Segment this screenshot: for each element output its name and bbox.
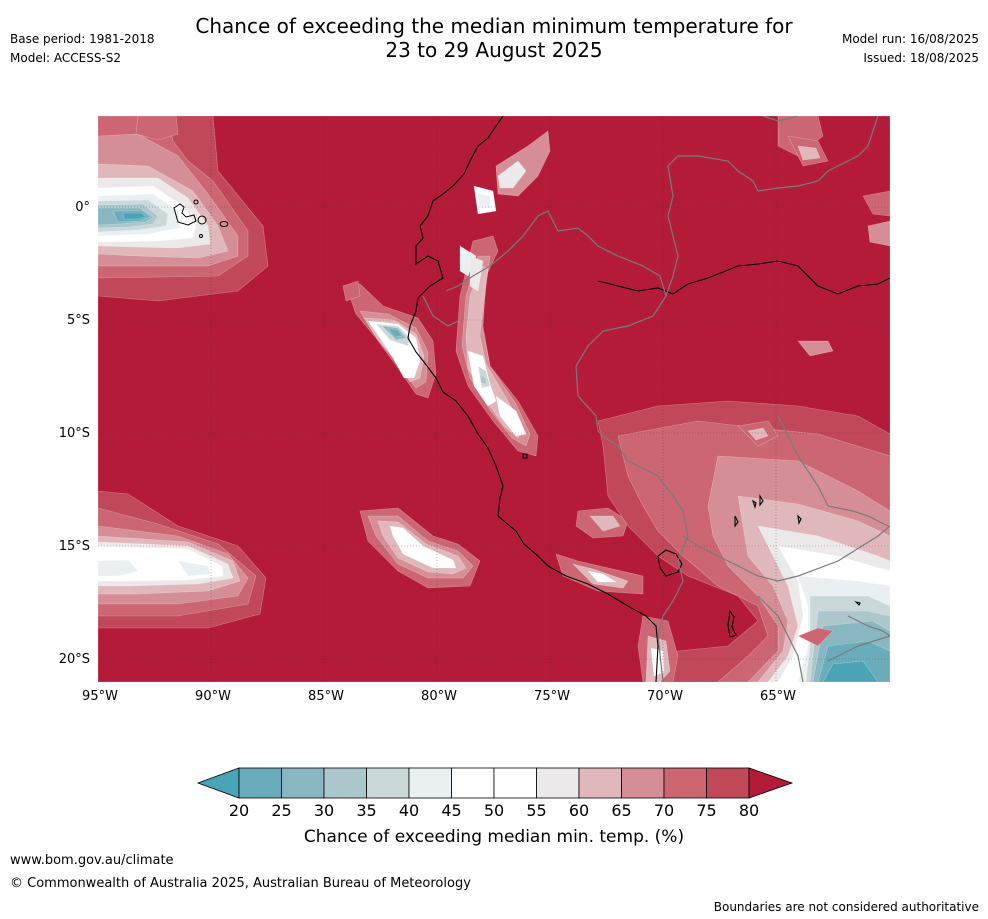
lon-label-75w: 75°W (534, 689, 570, 704)
lon-label-80w: 80°W (421, 689, 457, 704)
copyright-notice: © Commonwealth of Australia 2025, Austra… (10, 876, 471, 891)
colorbar-cell (706, 767, 750, 799)
base-period-label: Base period: 1981-2018 (10, 32, 155, 46)
colorbar-cell (663, 767, 707, 799)
colorbar-tick-label: 40 (398, 801, 420, 820)
lon-label-95w: 95°W (82, 689, 118, 704)
colorbar-tick-label: 70 (653, 801, 675, 820)
lon-label-85w: 85°W (308, 689, 344, 704)
ocean-spot-regions (342, 280, 644, 595)
country-borders (422, 116, 890, 682)
colorbar-cells (196, 767, 794, 799)
colorbar-tick-label: 30 (313, 801, 335, 820)
colorbar-extend-low (196, 767, 240, 799)
colorbar-cell (366, 767, 410, 799)
lat-label-10s: 10°S (58, 426, 90, 441)
model-run-label: Model run: 16/08/2025 (841, 32, 979, 46)
colorbar-tick-label: 25 (271, 801, 292, 820)
lat-label-5s: 5°S (66, 313, 90, 328)
model-label: Model: ACCESS-S2 (10, 51, 122, 65)
issued-label: Issued: 18/08/2025 (863, 51, 979, 65)
northwest-edge-region (135, 116, 179, 141)
northeast-anomaly-region (777, 116, 890, 247)
map-layers (98, 116, 890, 682)
graticule (98, 116, 890, 682)
colorbar-cell (578, 767, 622, 799)
colorbar-cell (323, 767, 367, 799)
colorbar-tick-label: 20 (228, 801, 250, 820)
colorbar-tick-label: 80 (738, 801, 760, 820)
colorbar-cell (408, 767, 452, 799)
colorbar-cell (493, 767, 537, 799)
probability-map (98, 116, 890, 682)
title-line-2: 23 to 29 August 2025 (385, 38, 603, 62)
colorbar-label: Chance of exceeding median min. temp. (%… (303, 827, 685, 847)
colorbar-cell (536, 767, 580, 799)
colorbar-tick-label: 35 (356, 801, 377, 820)
lat-label-20s: 20°S (58, 652, 90, 667)
colorbar-cell (451, 767, 495, 799)
lat-label-15s: 15°S (58, 539, 90, 554)
lon-label-90w: 90°W (195, 689, 231, 704)
colorbar-cell (621, 767, 665, 799)
colorbar-tick-label: 75 (696, 801, 717, 820)
title-line-1: Chance of exceeding the median minimum t… (195, 14, 793, 38)
colorbar-tick-label: 50 (483, 801, 505, 820)
galapagos-anomaly-region (98, 116, 269, 302)
map-title: Chance of exceeding the median minimum t… (0, 14, 988, 62)
southwest-anomaly-region (98, 490, 267, 629)
lat-label-0: 0° (75, 200, 90, 215)
boundaries-disclaimer: Boundaries are not considered authoritat… (713, 900, 979, 914)
colorbar-tick-label: 65 (611, 801, 632, 820)
colorbar-extend-high (748, 767, 794, 799)
southeast-anomaly-region (597, 340, 890, 682)
lon-label-65w: 65°W (760, 689, 796, 704)
colorbar (196, 767, 794, 799)
colorbar-tick-label: 55 (526, 801, 547, 820)
colorbar-cell (281, 767, 325, 799)
website-link[interactable]: www.bom.gov.au/climate (10, 853, 174, 868)
colorbar-cell (238, 767, 282, 799)
lon-label-70w: 70°W (647, 689, 683, 704)
colorbar-tick-label: 60 (568, 801, 590, 820)
colorbar-tick-label: 45 (441, 801, 462, 820)
